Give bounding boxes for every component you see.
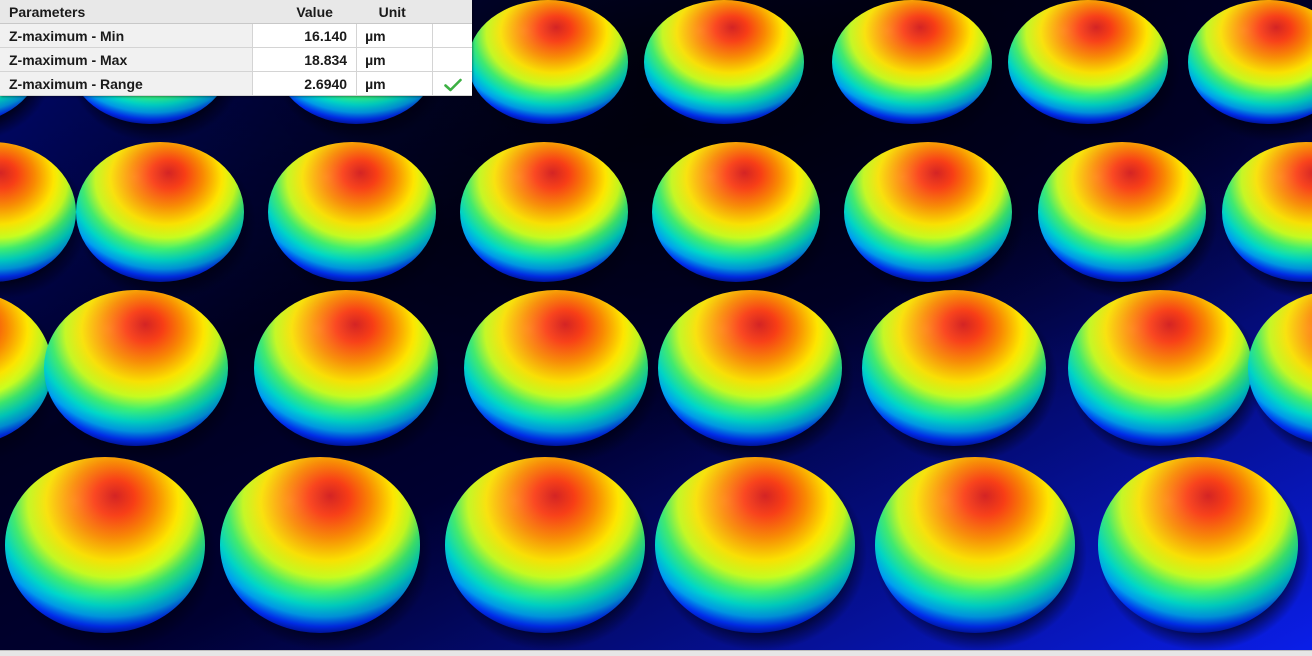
parameter-name: Z-maximum - Min xyxy=(0,23,254,48)
header-unit[interactable]: Unit xyxy=(356,0,433,24)
microlens-shading xyxy=(1008,0,1168,124)
parameter-status xyxy=(432,71,472,96)
status-bar xyxy=(0,650,1312,656)
microlens-shading xyxy=(254,290,438,446)
microlens-shading xyxy=(832,0,992,124)
table-header-row: Parameters Value Unit xyxy=(0,0,472,24)
parameter-name: Z-maximum - Max xyxy=(0,47,254,72)
parameter-status xyxy=(432,23,472,48)
microlens-shading xyxy=(1098,457,1298,633)
parameter-unit: µm xyxy=(356,47,434,72)
parameter-unit: µm xyxy=(356,23,434,48)
table-row[interactable]: Z-maximum - Min 16.140 µm xyxy=(0,23,472,48)
table-row[interactable]: Z-maximum - Range 2.6940 µm xyxy=(0,71,472,96)
table-row[interactable]: Z-maximum - Max 18.834 µm xyxy=(0,47,472,72)
microlens-shading xyxy=(44,290,228,446)
microlens-shading xyxy=(1188,0,1312,124)
microlens-shading xyxy=(0,297,52,439)
microlens-shading xyxy=(1068,290,1252,446)
microlens-shading xyxy=(862,290,1046,446)
parameter-status xyxy=(432,47,472,72)
microlens-shading xyxy=(652,142,820,282)
microlens-shading xyxy=(460,142,628,282)
microlens-shading xyxy=(445,457,645,633)
parameter-value: 2.6940 xyxy=(252,71,358,96)
microlens-shading xyxy=(0,142,76,282)
microlens-shading xyxy=(658,290,842,446)
microlens-shading xyxy=(1038,142,1206,282)
microlens-shading xyxy=(468,0,628,124)
header-status xyxy=(432,0,472,24)
microlens-shading xyxy=(655,457,855,633)
microlens-shading xyxy=(1248,293,1312,443)
parameter-name: Z-maximum - Range xyxy=(0,71,254,96)
microlens-shading xyxy=(1222,142,1312,282)
header-parameters[interactable]: Parameters xyxy=(0,0,253,24)
parameter-unit: µm xyxy=(356,71,434,96)
microlens-shading xyxy=(220,457,420,633)
parameters-table: Parameters Value Unit Z-maximum - Min 16… xyxy=(0,0,472,96)
parameter-value: 16.140 xyxy=(252,23,358,48)
microlens-shading xyxy=(875,457,1075,633)
check-icon xyxy=(443,78,462,91)
microlens-shading xyxy=(76,142,244,282)
microlens-shading xyxy=(844,142,1012,282)
parameter-value: 18.834 xyxy=(252,47,358,72)
header-value[interactable]: Value xyxy=(252,0,357,24)
microlens-shading xyxy=(268,142,436,282)
microlens-shading xyxy=(644,0,804,124)
microlens-shading xyxy=(5,457,205,633)
microlens-shading xyxy=(464,290,648,446)
